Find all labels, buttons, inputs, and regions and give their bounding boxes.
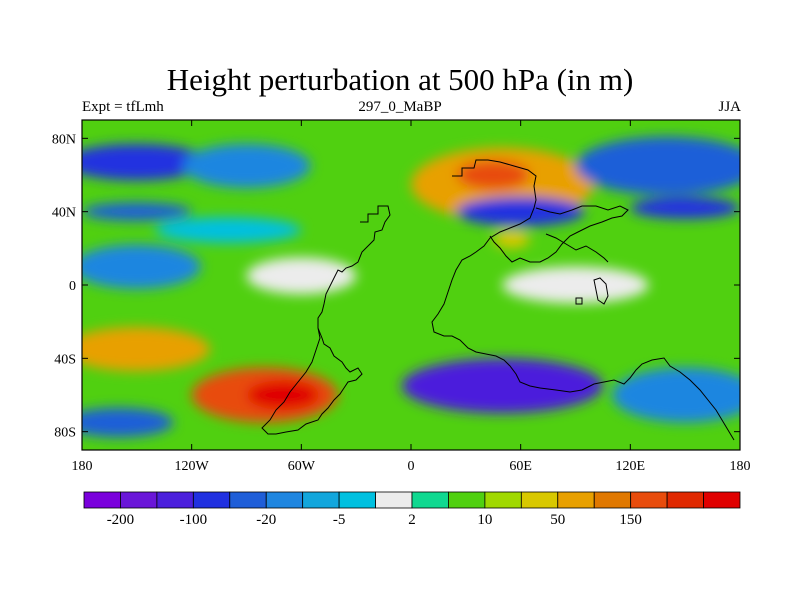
field-feature-17 bbox=[612, 367, 740, 423]
coastline-americas bbox=[261, 205, 391, 435]
colorbar-swatch-13 bbox=[557, 491, 595, 509]
colorbar-label-3: -5 bbox=[333, 512, 346, 528]
height-field bbox=[82, 120, 740, 450]
field-feature-18 bbox=[82, 407, 174, 438]
x-tick-label-6: 180 bbox=[730, 459, 751, 474]
field-feature-15 bbox=[246, 380, 320, 410]
field-feature-1 bbox=[182, 143, 311, 188]
x-tick-label-0: 180 bbox=[72, 459, 93, 474]
colorbar-label-4: 2 bbox=[408, 512, 416, 528]
y-tick-label-3: 40S bbox=[54, 352, 76, 367]
field-feature-13 bbox=[82, 327, 210, 372]
x-tick-label-3: 0 bbox=[408, 459, 415, 474]
field-feature-2 bbox=[82, 202, 192, 221]
field-feature-7 bbox=[630, 197, 740, 219]
field-feature-6 bbox=[575, 136, 740, 196]
y-tick-label-0: 80N bbox=[52, 132, 76, 147]
colorbar-label-0: -200 bbox=[107, 512, 135, 528]
coastline-asia bbox=[489, 205, 629, 263]
colorbar-swatch-9 bbox=[411, 491, 449, 509]
colorbar-label-5: 10 bbox=[477, 512, 492, 528]
colorbar-swatch-12 bbox=[520, 491, 559, 509]
field-feature-16 bbox=[401, 358, 603, 414]
field-feature-3 bbox=[155, 217, 302, 243]
y-tick-label-4: 80S bbox=[54, 426, 76, 441]
coastline-australia-antarctica bbox=[539, 357, 735, 441]
field-feature-5 bbox=[456, 160, 530, 190]
colorbar-swatch-8 bbox=[375, 491, 413, 509]
colorbar-swatch-0 bbox=[83, 491, 121, 509]
colorbar-swatch-1 bbox=[120, 491, 158, 509]
colorbar-swatch-4 bbox=[229, 491, 267, 509]
period-label: 297_0_MaBP bbox=[358, 99, 442, 115]
colorbar-label-6: 50 bbox=[550, 512, 565, 528]
season-label: JJA bbox=[718, 99, 741, 115]
x-tick-label-5: 120E bbox=[616, 459, 646, 474]
field-feature-8 bbox=[456, 197, 585, 227]
y-tick-label-2: 0 bbox=[69, 279, 76, 294]
colorbar-swatch-10 bbox=[448, 491, 486, 509]
x-tick-label-4: 60E bbox=[509, 459, 532, 474]
colorbar-swatch-14 bbox=[593, 491, 632, 509]
x-tick-label-2: 60W bbox=[288, 459, 316, 474]
field-feature-12 bbox=[502, 266, 649, 304]
colorbar-swatch-17 bbox=[703, 491, 741, 509]
colorbar-swatch-6 bbox=[302, 491, 340, 509]
colorbar-swatch-2 bbox=[156, 491, 194, 509]
coastline-europe-africa bbox=[431, 159, 541, 389]
coastline-islands bbox=[575, 277, 609, 305]
field-feature-11 bbox=[82, 244, 201, 289]
axis-ticks: 180 120W 60W 0 60E 120E 180 80N 40N 0 40S 80S bbox=[52, 120, 751, 474]
colorbar-swatch-3 bbox=[192, 491, 231, 509]
colorbar: -200 -100 -20 -5 2 10 50 150 bbox=[83, 491, 741, 528]
field-feature-0 bbox=[82, 143, 210, 181]
colorbar-label-1: -100 bbox=[180, 512, 208, 528]
field-feature-10 bbox=[246, 257, 357, 295]
colorbar-label-7: 150 bbox=[619, 512, 642, 528]
colorbar-swatch-16 bbox=[666, 491, 704, 509]
field-feature-9 bbox=[493, 230, 530, 249]
continent-outlines bbox=[261, 159, 735, 441]
colorbar-swatch-7 bbox=[338, 491, 376, 509]
colorbar-swatch-11 bbox=[484, 491, 522, 509]
x-tick-label-1: 120W bbox=[175, 459, 210, 474]
y-tick-label-1: 40N bbox=[52, 206, 76, 221]
colorbar-label-2: -20 bbox=[256, 512, 276, 528]
chart-title: Height perturbation at 500 hPa (in m) bbox=[166, 62, 634, 97]
experiment-label: Expt = tfLmh bbox=[82, 99, 164, 115]
colorbar-swatch-5 bbox=[265, 491, 304, 509]
colorbar-swatch-15 bbox=[630, 491, 668, 509]
